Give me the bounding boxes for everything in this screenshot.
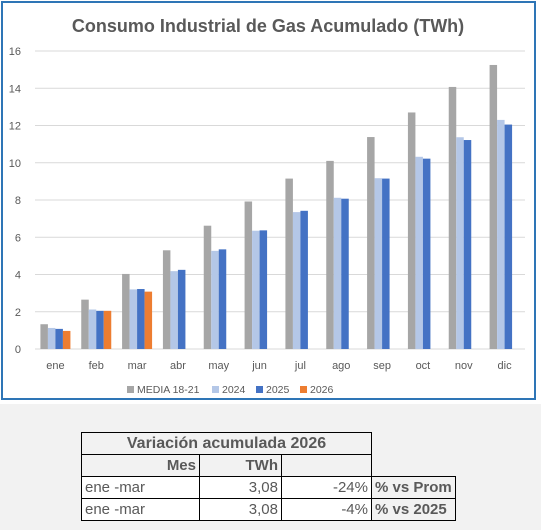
bar-2024 [415, 156, 423, 349]
row-twh: 3,08 [199, 476, 282, 499]
legend-swatch [212, 386, 219, 393]
y-tick-label: 8 [15, 195, 21, 207]
bar-2025 [137, 289, 145, 349]
bar-2025 [259, 230, 268, 349]
bar-media-18-21 [244, 201, 253, 349]
bar-2026 [103, 310, 112, 349]
row-pct: -4% [281, 498, 372, 521]
x-tick-label: jun [251, 360, 267, 372]
bar-2025 [341, 198, 349, 349]
y-tick-label: 14 [9, 83, 21, 95]
bar-2025 [55, 328, 63, 349]
chart-svg: Consumo Industrial de Gas Acumulado (TWh… [9, 16, 525, 396]
table-row: ene -mar 3,08 -24% % vs Prom [81, 476, 456, 499]
x-tick-label: ene [46, 360, 64, 372]
x-tick-label: ago [332, 360, 350, 372]
variation-table: Variación acumulada 2026 Mes TWh ene -ma… [81, 432, 456, 521]
bar-2024 [497, 119, 505, 349]
x-tick-label: feb [89, 360, 104, 372]
x-tick-label: dic [498, 360, 513, 372]
bar-2025 [177, 269, 186, 349]
bar-2025 [96, 310, 104, 349]
bar-media-18-21 [40, 324, 48, 349]
y-tick-label: 16 [9, 46, 21, 58]
x-tick-label: mar [128, 360, 147, 372]
bar-2024 [170, 271, 178, 349]
bar-media-18-21 [326, 160, 334, 349]
row-pct: -24% [281, 476, 372, 499]
bar-2025 [463, 140, 472, 349]
bar-media-18-21 [162, 250, 171, 349]
bar-2025 [218, 249, 227, 349]
legend-label: 2026 [310, 384, 334, 396]
bar-media-18-21 [81, 299, 89, 349]
row-label: % vs 2025 [371, 498, 456, 521]
row-twh: 3,08 [199, 498, 282, 521]
header-blank [281, 454, 372, 477]
table-row: ene -mar 3,08 -4% % vs 2025 [81, 498, 456, 521]
legend-swatch [127, 386, 134, 393]
bar-media-18-21 [367, 137, 375, 349]
y-tick-label: 2 [15, 307, 21, 319]
x-tick-label: oct [416, 360, 431, 372]
bar-2025 [504, 124, 513, 349]
bar-2025 [382, 178, 390, 349]
bar-2025 [300, 210, 308, 349]
header-twh: TWh [199, 454, 282, 477]
bar-2024 [333, 197, 342, 349]
bar-media-18-21 [203, 225, 212, 349]
bar-2024 [129, 289, 138, 349]
legend-swatch [300, 386, 307, 393]
table-title: Variación acumulada 2026 [81, 432, 372, 455]
x-tick-label: abr [170, 360, 186, 372]
row-mes: ene -mar [81, 476, 200, 499]
row-label: % vs Prom [371, 476, 456, 499]
x-tick-label: may [208, 360, 229, 372]
bar-2024 [374, 178, 383, 349]
bar-2026 [62, 330, 71, 349]
x-tick-label: sep [373, 360, 391, 372]
y-tick-label: 4 [15, 270, 21, 282]
bar-2024 [292, 212, 301, 349]
y-tick-label: 0 [15, 344, 21, 356]
bar-media-18-21 [407, 112, 416, 350]
bar-2024 [456, 137, 464, 349]
chart-frame: Consumo Industrial de Gas Acumulado (TWh… [1, 1, 536, 400]
bar-media-18-21 [285, 178, 293, 349]
x-tick-label: nov [455, 360, 473, 372]
bar-media-18-21 [489, 64, 498, 349]
legend-label: MEDIA 18-21 [137, 384, 200, 396]
row-mes: ene -mar [81, 498, 200, 521]
bar-media-18-21 [122, 273, 130, 349]
y-tick-label: 10 [9, 158, 21, 170]
bar-2024 [252, 230, 260, 349]
bar-2026 [144, 291, 153, 349]
bar-2024 [211, 250, 219, 349]
bar-2024 [47, 327, 56, 349]
y-tick-label: 12 [9, 121, 21, 133]
legend-label: 2025 [266, 384, 290, 396]
legend-label: 2024 [222, 384, 246, 396]
y-tick-label: 6 [15, 232, 21, 244]
x-tick-label: jul [294, 360, 306, 372]
bar-2025 [422, 158, 431, 349]
chart-title: Consumo Industrial de Gas Acumulado (TWh… [72, 16, 464, 36]
legend-swatch [256, 386, 263, 393]
bar-media-18-21 [448, 86, 457, 349]
header-mes: Mes [81, 454, 200, 477]
bar-2024 [88, 309, 97, 349]
